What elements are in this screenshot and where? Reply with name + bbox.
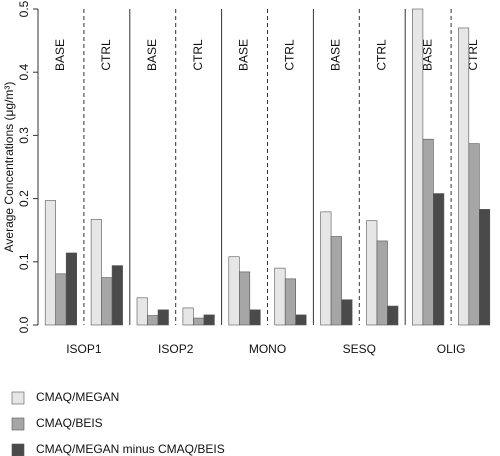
bar [101,277,113,326]
bar [457,27,470,326]
subgroup-label: CTRL [466,39,480,71]
bar [295,314,307,326]
legend-swatch [11,443,25,456]
legend-swatch [11,391,25,405]
bar [412,8,424,326]
subgroup-label: BASE [329,39,343,71]
subgroup-label: BASE [53,39,67,71]
bar [478,209,491,326]
subgroup-label: BASE [237,39,251,71]
bar [65,252,77,326]
bar [111,265,123,326]
bar [284,278,297,326]
bar [249,309,261,326]
legend-swatch [11,417,25,431]
bar [193,317,205,326]
subgroup-label: CTRL [99,39,113,71]
bar [157,309,169,326]
bar [274,267,286,326]
bar [90,219,102,326]
x-tick-label: ISOP2 [158,342,194,356]
bar [341,299,353,326]
bar [147,315,159,326]
bar [330,236,342,326]
y-tick-label: 0.0 [17,316,31,333]
legend-label: CMAQ/MEGAN minus CMAQ/BEIS [36,442,225,456]
y-tick-label: 0.1 [17,253,31,270]
bar [239,271,251,326]
subgroup-label: BASE [420,39,434,71]
bar [320,211,332,326]
x-tick-label: MONO [249,342,286,356]
bar [387,305,399,326]
y-tick-label: 0.5 [17,0,31,17]
bar [203,314,215,326]
subgroup-label: CTRL [283,39,297,71]
y-tick-label: 0.2 [17,190,31,207]
bar [136,297,148,326]
subgroup-label: CTRL [374,39,388,71]
y-axis-label: Average Concentrations (μg/m³) [2,82,16,253]
bar [55,273,67,326]
legend-label: CMAQ/MEGAN [36,390,119,404]
subgroup-label: CTRL [191,39,205,71]
y-tick-label: 0.3 [17,127,31,144]
bar [376,240,388,326]
bar [422,138,434,326]
y-tick-label: 0.4 [17,64,31,81]
bar [228,256,240,326]
bar [44,200,57,326]
x-tick-label: OLIG [437,342,466,356]
legend-label: CMAQ/BEIS [36,416,103,430]
bar [366,220,378,326]
bar [468,143,480,326]
bar [433,193,445,326]
x-tick-label: SESQ [343,342,376,356]
x-tick-label: ISOP1 [66,342,102,356]
subgroup-label: BASE [145,39,159,71]
bar [182,307,194,326]
